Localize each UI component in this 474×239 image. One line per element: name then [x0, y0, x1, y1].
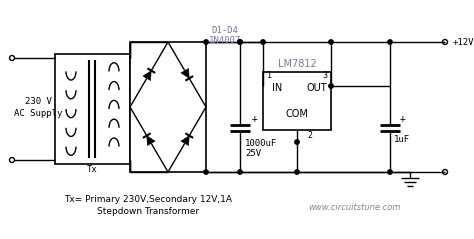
- Text: +: +: [252, 114, 258, 124]
- Circle shape: [238, 170, 242, 174]
- Text: 1N4007: 1N4007: [209, 36, 241, 44]
- Circle shape: [329, 40, 333, 44]
- Text: D1-D4: D1-D4: [211, 26, 238, 34]
- Text: 2: 2: [307, 131, 312, 141]
- Text: Stepdown Transformer: Stepdown Transformer: [97, 207, 199, 217]
- Text: +: +: [400, 114, 406, 124]
- Text: OUT: OUT: [307, 83, 328, 93]
- Circle shape: [204, 40, 208, 44]
- Text: COM: COM: [285, 109, 309, 119]
- Text: Tx: Tx: [87, 165, 98, 174]
- Circle shape: [238, 40, 242, 44]
- Circle shape: [388, 40, 392, 44]
- Circle shape: [204, 170, 208, 174]
- Text: 230 V: 230 V: [25, 98, 52, 107]
- Text: +12V: +12V: [452, 38, 474, 47]
- Text: www.circuitstune.com: www.circuitstune.com: [309, 203, 401, 212]
- Circle shape: [388, 170, 392, 174]
- Text: LM7812: LM7812: [278, 59, 316, 69]
- Circle shape: [238, 40, 242, 44]
- Circle shape: [329, 84, 333, 88]
- Text: 1: 1: [267, 71, 272, 81]
- Text: AC Supply: AC Supply: [14, 109, 62, 118]
- Polygon shape: [143, 71, 151, 81]
- Text: 1uF: 1uF: [394, 136, 410, 145]
- Circle shape: [295, 140, 299, 144]
- Polygon shape: [147, 136, 155, 146]
- Bar: [55, 54, 130, 164]
- Text: 25V: 25V: [245, 148, 261, 158]
- Polygon shape: [181, 68, 189, 78]
- Circle shape: [261, 40, 265, 44]
- Circle shape: [295, 170, 299, 174]
- Text: 1000uF: 1000uF: [245, 140, 277, 148]
- Text: Tx= Primary 230V,Secondary 12V,1A: Tx= Primary 230V,Secondary 12V,1A: [64, 196, 232, 205]
- Polygon shape: [181, 136, 189, 146]
- Text: 3: 3: [322, 71, 327, 81]
- Bar: [130, 42, 206, 172]
- Text: IN: IN: [272, 83, 282, 93]
- Bar: [263, 72, 331, 130]
